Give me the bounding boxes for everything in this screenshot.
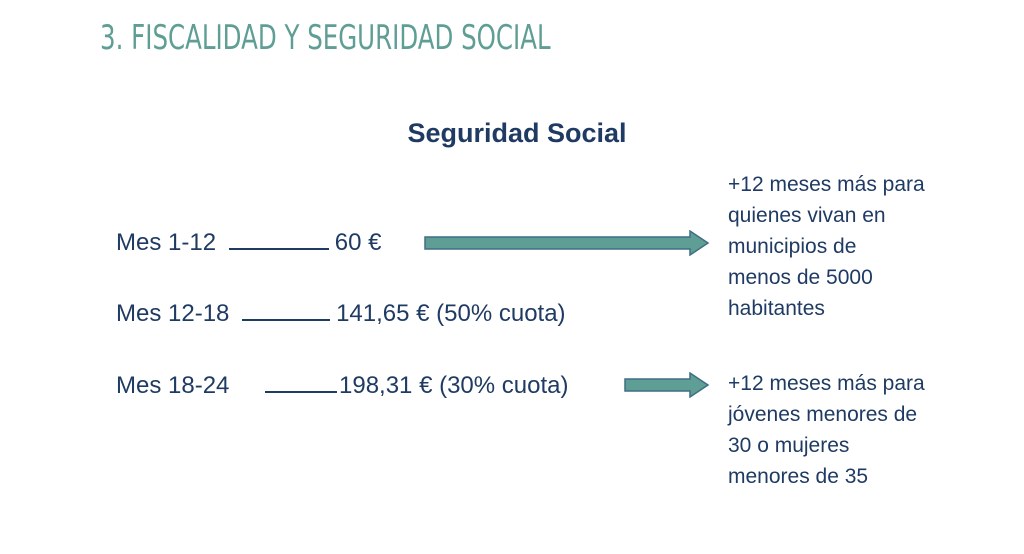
- section-heading: Seguridad Social: [407, 118, 627, 148]
- extension-note-rural: +12 meses más para quienes vivan en muni…: [728, 169, 988, 324]
- slide-title: 3. FISCALIDAD Y SEGURIDAD SOCIAL: [100, 18, 551, 58]
- extension-note-youth-women: +12 meses más para jóvenes menores de 30…: [728, 368, 988, 492]
- period-label: Mes 1-12: [116, 229, 217, 256]
- period-label: Mes 12-18: [116, 300, 230, 327]
- contribution-row: Mes 12-18 141,65 € (50% cuota): [116, 297, 566, 329]
- note-line: menos de 5000: [728, 266, 873, 289]
- note-line: 30 o mujeres: [728, 434, 850, 457]
- amount-label: 60 €: [334, 229, 382, 256]
- contribution-row: Mes 1-12 60 €: [116, 226, 381, 258]
- note-line: +12 meses más para: [728, 372, 925, 395]
- fill-line: [265, 369, 337, 393]
- note-line: +12 meses más para: [728, 173, 925, 196]
- note-line: menores de 35: [728, 465, 869, 488]
- note-line: municipios de: [728, 235, 857, 258]
- note-line: habitantes: [728, 297, 825, 320]
- contribution-row: Mes 18-24 198,31 € (30% cuota): [116, 369, 569, 401]
- fill-line: [228, 226, 329, 250]
- fill-line: [242, 297, 331, 321]
- amount-label: 198,31 € (30% cuota): [339, 372, 569, 399]
- note-line: jóvenes menores de: [728, 403, 918, 426]
- period-label: Mes 18-24: [116, 372, 230, 399]
- note-line: quienes vivan en: [728, 204, 886, 227]
- right-arrow-icon: [424, 230, 710, 256]
- amount-label: 141,65 € (50% cuota): [336, 300, 566, 327]
- right-arrow-icon: [624, 372, 710, 398]
